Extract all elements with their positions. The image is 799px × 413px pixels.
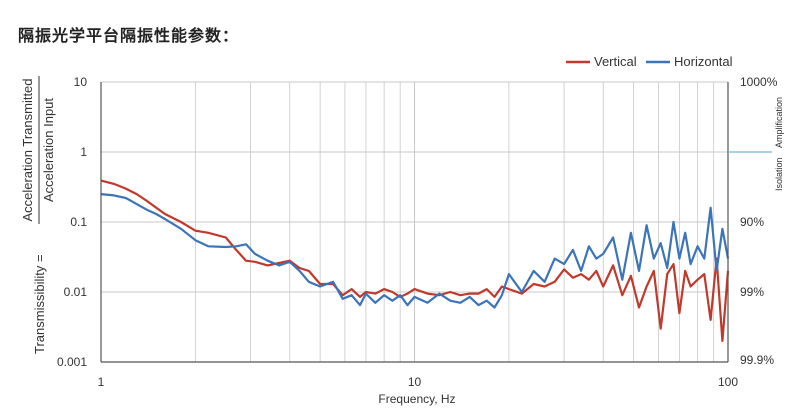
y-label-numerator: Acceleration Transmitted	[20, 78, 35, 221]
x-tick-label: 1	[98, 375, 105, 389]
y-label-denominator: Acceleration Input	[41, 98, 56, 202]
series-line-horizontal	[100, 193, 730, 309]
x-axis-label: Frequency, Hz	[378, 392, 455, 406]
y-label-equals: Transmissibility =	[32, 254, 47, 354]
right-tick-label: 99.9%	[740, 353, 774, 367]
axes: 10 1 0.1 0.01 0.001 1 10 100 1000% 90% 99% 99.9%	[57, 75, 778, 389]
legend-label-horizontal: Horizontal	[674, 54, 733, 69]
right-tick-label: 99%	[740, 285, 764, 299]
y-axis-label: Transmissibility = Acceleration Transmit…	[20, 76, 56, 354]
y-tick-label: 1	[80, 145, 87, 159]
right-region-isolation: Isolation	[774, 157, 784, 191]
y-tick-label: 10	[74, 75, 88, 89]
x-tick-label: 10	[408, 375, 422, 389]
page-title: 隔振光学平台隔振性能参数：	[18, 26, 240, 45]
right-tick-label: 90%	[740, 215, 764, 229]
series-line-vertical	[100, 179, 730, 342]
legend: Vertical Horizontal	[566, 54, 733, 69]
grid	[100, 81, 728, 363]
series-layer	[100, 179, 730, 342]
x-tick-label: 100	[718, 375, 738, 389]
right-tick-label: 1000%	[740, 75, 778, 89]
right-region-amplification: Amplification	[774, 97, 784, 148]
y-tick-label: 0.001	[57, 355, 87, 369]
legend-label-vertical: Vertical	[594, 54, 637, 69]
y-tick-label: 0.1	[70, 215, 87, 229]
y-tick-label: 0.01	[64, 285, 88, 299]
